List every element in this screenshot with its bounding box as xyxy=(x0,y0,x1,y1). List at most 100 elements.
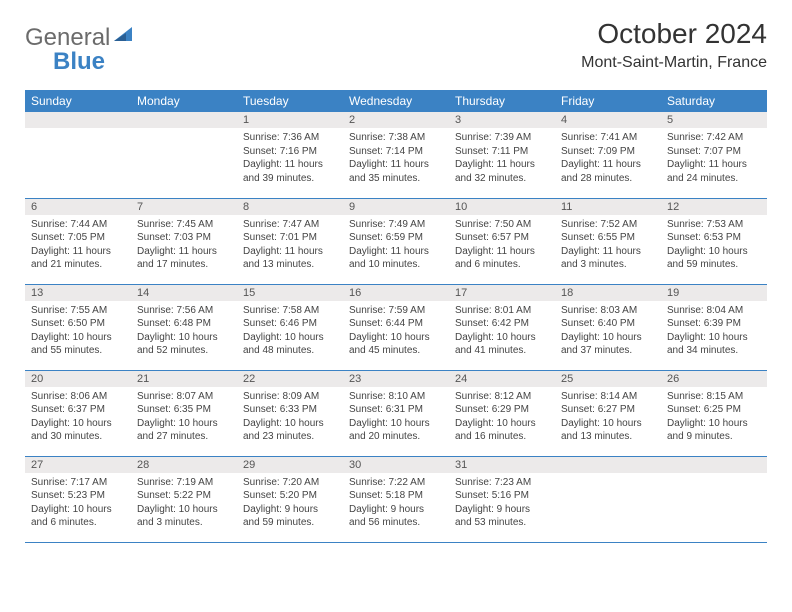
day-number: 14 xyxy=(131,285,237,301)
daylight-text: Daylight: 11 hours and 32 minutes. xyxy=(455,158,549,185)
sunrise-text: Sunrise: 8:06 AM xyxy=(31,390,125,404)
sunset-text: Sunset: 6:31 PM xyxy=(349,403,443,417)
sunset-text: Sunset: 6:59 PM xyxy=(349,231,443,245)
calendar-day: 3Sunrise: 7:39 AMSunset: 7:11 PMDaylight… xyxy=(449,112,555,198)
daylight-text: Daylight: 10 hours and 27 minutes. xyxy=(137,417,231,444)
day-number: 18 xyxy=(555,285,661,301)
daylight-text: Daylight: 11 hours and 6 minutes. xyxy=(455,245,549,272)
sunrise-text: Sunrise: 7:49 AM xyxy=(349,218,443,232)
calendar-day: 11Sunrise: 7:52 AMSunset: 6:55 PMDayligh… xyxy=(555,198,661,284)
day-details: Sunrise: 8:01 AMSunset: 6:42 PMDaylight:… xyxy=(449,301,555,362)
calendar-day: 13Sunrise: 7:55 AMSunset: 6:50 PMDayligh… xyxy=(25,284,131,370)
calendar-day: 5Sunrise: 7:42 AMSunset: 7:07 PMDaylight… xyxy=(661,112,767,198)
calendar-week: 27Sunrise: 7:17 AMSunset: 5:23 PMDayligh… xyxy=(25,456,767,542)
calendar-empty xyxy=(25,112,131,198)
day-number: 23 xyxy=(343,371,449,387)
sunset-text: Sunset: 7:03 PM xyxy=(137,231,231,245)
day-number: 24 xyxy=(449,371,555,387)
day-details: Sunrise: 7:23 AMSunset: 5:16 PMDaylight:… xyxy=(449,473,555,534)
sunrise-text: Sunrise: 7:42 AM xyxy=(667,131,761,145)
sunset-text: Sunset: 6:25 PM xyxy=(667,403,761,417)
sunset-text: Sunset: 6:42 PM xyxy=(455,317,549,331)
calendar-day: 21Sunrise: 8:07 AMSunset: 6:35 PMDayligh… xyxy=(131,370,237,456)
day-details: Sunrise: 8:12 AMSunset: 6:29 PMDaylight:… xyxy=(449,387,555,448)
daylight-text: Daylight: 10 hours and 34 minutes. xyxy=(667,331,761,358)
sunset-text: Sunset: 7:16 PM xyxy=(243,145,337,159)
day-details: Sunrise: 7:42 AMSunset: 7:07 PMDaylight:… xyxy=(661,128,767,189)
day-details: Sunrise: 7:44 AMSunset: 7:05 PMDaylight:… xyxy=(25,215,131,276)
sunset-text: Sunset: 6:29 PM xyxy=(455,403,549,417)
calendar-day: 1Sunrise: 7:36 AMSunset: 7:16 PMDaylight… xyxy=(237,112,343,198)
day-number: 5 xyxy=(661,112,767,128)
sunrise-text: Sunrise: 8:07 AM xyxy=(137,390,231,404)
sunset-text: Sunset: 6:44 PM xyxy=(349,317,443,331)
day-details xyxy=(131,128,237,186)
month-title: October 2024 xyxy=(581,18,767,50)
daylight-text: Daylight: 10 hours and 48 minutes. xyxy=(243,331,337,358)
day-details: Sunrise: 7:59 AMSunset: 6:44 PMDaylight:… xyxy=(343,301,449,362)
calendar-week: 20Sunrise: 8:06 AMSunset: 6:37 PMDayligh… xyxy=(25,370,767,456)
sunset-text: Sunset: 6:33 PM xyxy=(243,403,337,417)
calendar-empty xyxy=(131,112,237,198)
day-number: 26 xyxy=(661,371,767,387)
calendar-head: SundayMondayTuesdayWednesdayThursdayFrid… xyxy=(25,90,767,112)
sunset-text: Sunset: 5:22 PM xyxy=(137,489,231,503)
sunset-text: Sunset: 6:27 PM xyxy=(561,403,655,417)
calendar-day: 14Sunrise: 7:56 AMSunset: 6:48 PMDayligh… xyxy=(131,284,237,370)
sunset-text: Sunset: 7:09 PM xyxy=(561,145,655,159)
daylight-text: Daylight: 11 hours and 10 minutes. xyxy=(349,245,443,272)
daylight-text: Daylight: 9 hours and 59 minutes. xyxy=(243,503,337,530)
day-details: Sunrise: 7:41 AMSunset: 7:09 PMDaylight:… xyxy=(555,128,661,189)
day-number: 30 xyxy=(343,457,449,473)
daylight-text: Daylight: 11 hours and 39 minutes. xyxy=(243,158,337,185)
day-number: 28 xyxy=(131,457,237,473)
weekday-header: Friday xyxy=(555,90,661,112)
calendar-day: 12Sunrise: 7:53 AMSunset: 6:53 PMDayligh… xyxy=(661,198,767,284)
weekday-header: Thursday xyxy=(449,90,555,112)
day-details: Sunrise: 8:10 AMSunset: 6:31 PMDaylight:… xyxy=(343,387,449,448)
daylight-text: Daylight: 10 hours and 45 minutes. xyxy=(349,331,443,358)
day-details: Sunrise: 8:04 AMSunset: 6:39 PMDaylight:… xyxy=(661,301,767,362)
sunrise-text: Sunrise: 7:56 AM xyxy=(137,304,231,318)
day-details: Sunrise: 7:58 AMSunset: 6:46 PMDaylight:… xyxy=(237,301,343,362)
calendar-day: 22Sunrise: 8:09 AMSunset: 6:33 PMDayligh… xyxy=(237,370,343,456)
brand-sail-icon xyxy=(114,24,136,52)
sunrise-text: Sunrise: 7:52 AM xyxy=(561,218,655,232)
day-number: 7 xyxy=(131,199,237,215)
day-details: Sunrise: 8:15 AMSunset: 6:25 PMDaylight:… xyxy=(661,387,767,448)
calendar-day: 26Sunrise: 8:15 AMSunset: 6:25 PMDayligh… xyxy=(661,370,767,456)
day-details: Sunrise: 7:45 AMSunset: 7:03 PMDaylight:… xyxy=(131,215,237,276)
weekday-row: SundayMondayTuesdayWednesdayThursdayFrid… xyxy=(25,90,767,112)
day-details: Sunrise: 7:55 AMSunset: 6:50 PMDaylight:… xyxy=(25,301,131,362)
daylight-text: Daylight: 10 hours and 16 minutes. xyxy=(455,417,549,444)
day-number: 2 xyxy=(343,112,449,128)
day-details: Sunrise: 7:36 AMSunset: 7:16 PMDaylight:… xyxy=(237,128,343,189)
daylight-text: Daylight: 10 hours and 9 minutes. xyxy=(667,417,761,444)
sunrise-text: Sunrise: 7:58 AM xyxy=(243,304,337,318)
day-number: 8 xyxy=(237,199,343,215)
calendar-empty xyxy=(661,456,767,542)
calendar-day: 2Sunrise: 7:38 AMSunset: 7:14 PMDaylight… xyxy=(343,112,449,198)
day-details: Sunrise: 7:19 AMSunset: 5:22 PMDaylight:… xyxy=(131,473,237,534)
day-details: Sunrise: 7:56 AMSunset: 6:48 PMDaylight:… xyxy=(131,301,237,362)
day-number: 4 xyxy=(555,112,661,128)
weekday-header: Wednesday xyxy=(343,90,449,112)
day-number: 15 xyxy=(237,285,343,301)
sunrise-text: Sunrise: 7:20 AM xyxy=(243,476,337,490)
weekday-header: Tuesday xyxy=(237,90,343,112)
sunrise-text: Sunrise: 7:39 AM xyxy=(455,131,549,145)
calendar-day: 15Sunrise: 7:58 AMSunset: 6:46 PMDayligh… xyxy=(237,284,343,370)
day-details: Sunrise: 7:20 AMSunset: 5:20 PMDaylight:… xyxy=(237,473,343,534)
daylight-text: Daylight: 10 hours and 37 minutes. xyxy=(561,331,655,358)
sunset-text: Sunset: 5:20 PM xyxy=(243,489,337,503)
sunrise-text: Sunrise: 7:23 AM xyxy=(455,476,549,490)
day-number: 12 xyxy=(661,199,767,215)
sunset-text: Sunset: 6:35 PM xyxy=(137,403,231,417)
daylight-text: Daylight: 11 hours and 3 minutes. xyxy=(561,245,655,272)
day-number xyxy=(25,112,131,128)
sunset-text: Sunset: 6:53 PM xyxy=(667,231,761,245)
day-details: Sunrise: 7:49 AMSunset: 6:59 PMDaylight:… xyxy=(343,215,449,276)
calendar-day: 10Sunrise: 7:50 AMSunset: 6:57 PMDayligh… xyxy=(449,198,555,284)
daylight-text: Daylight: 11 hours and 21 minutes. xyxy=(31,245,125,272)
day-details: Sunrise: 8:03 AMSunset: 6:40 PMDaylight:… xyxy=(555,301,661,362)
